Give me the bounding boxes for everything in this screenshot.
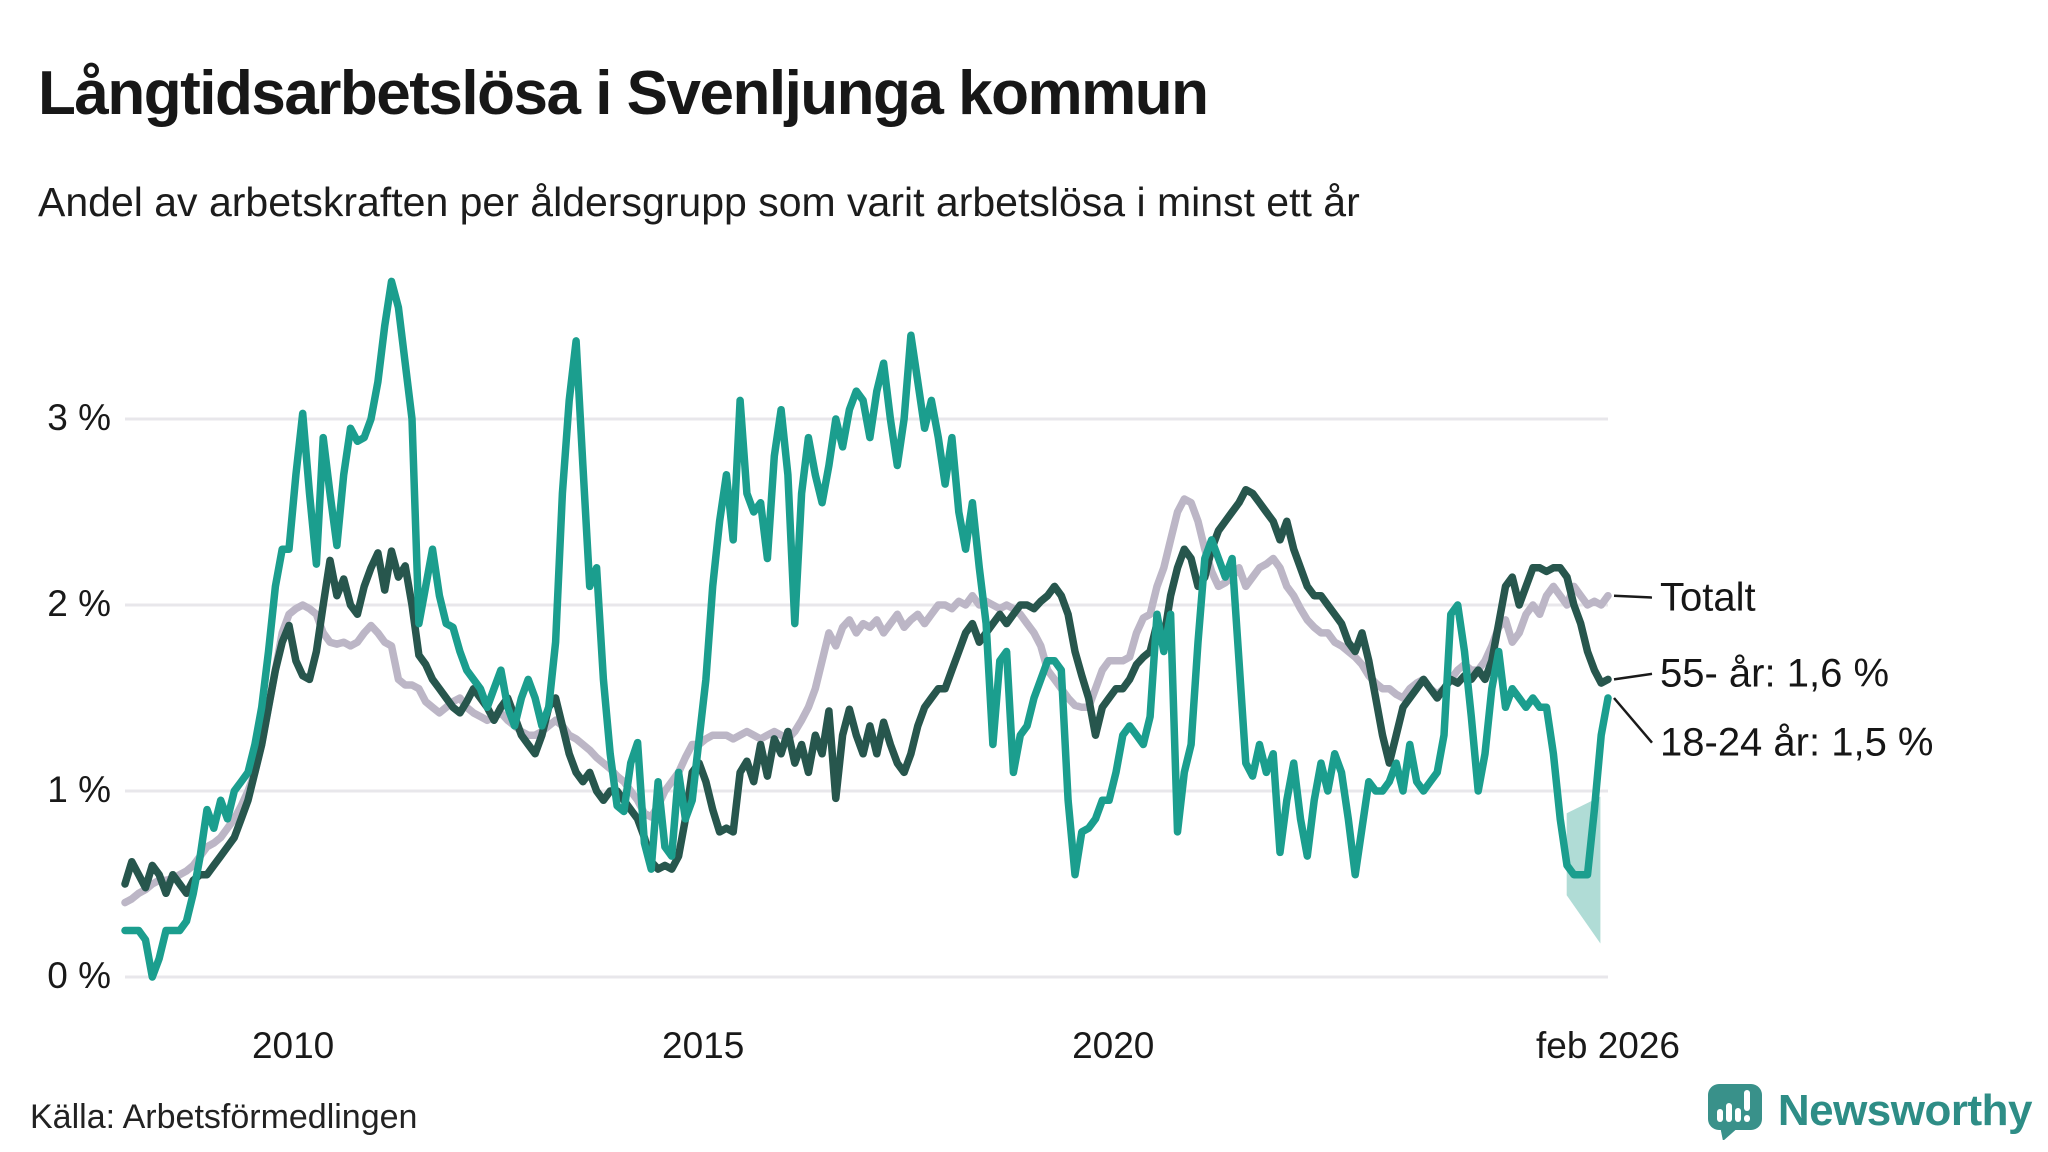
series-line-18-24: [121, 277, 1612, 981]
gridlines: [125, 417, 1608, 979]
logo-wordmark: Newsworthy: [1777, 1086, 2033, 1135]
speech-bubble-bar-chart-icon: [1707, 1084, 1762, 1140]
series-label-totalt: Totalt: [1660, 575, 1756, 620]
newsworthy-logo: Newsworthy: [1706, 1082, 2033, 1140]
series-line-55: [121, 485, 1612, 898]
series-label-18-24: 18-24 år: 1,5 %: [1660, 720, 1934, 765]
x-axis-tick-2020: 2020: [1072, 1025, 1155, 1066]
page-title: Långtidsarbetslösa i Svenljunga kommun: [38, 58, 1209, 128]
chart-subtitle: Andel av arbetskraften per åldersgrupp s…: [38, 179, 1360, 225]
x-axis-tick-2010: 2010: [251, 1025, 335, 1066]
y-axis-tick-2: 2 %: [47, 583, 111, 625]
series-line-totalt: [121, 495, 1612, 907]
y-axis-tick-1: 1 %: [47, 769, 111, 811]
annotation-connectors: [1613, 594, 1653, 744]
x-axis-tick-feb-2026: feb 2026: [1535, 1025, 1681, 1066]
source-note: Källa: Arbetsförmedlingen: [30, 1098, 418, 1136]
x-axis-tick-2015: 2015: [662, 1025, 745, 1066]
y-axis-tick-0: 0 %: [47, 955, 111, 997]
y-axis-tick-3: 3 %: [47, 397, 111, 439]
series-label-55: 55- år: 1,6 %: [1660, 651, 1890, 696]
